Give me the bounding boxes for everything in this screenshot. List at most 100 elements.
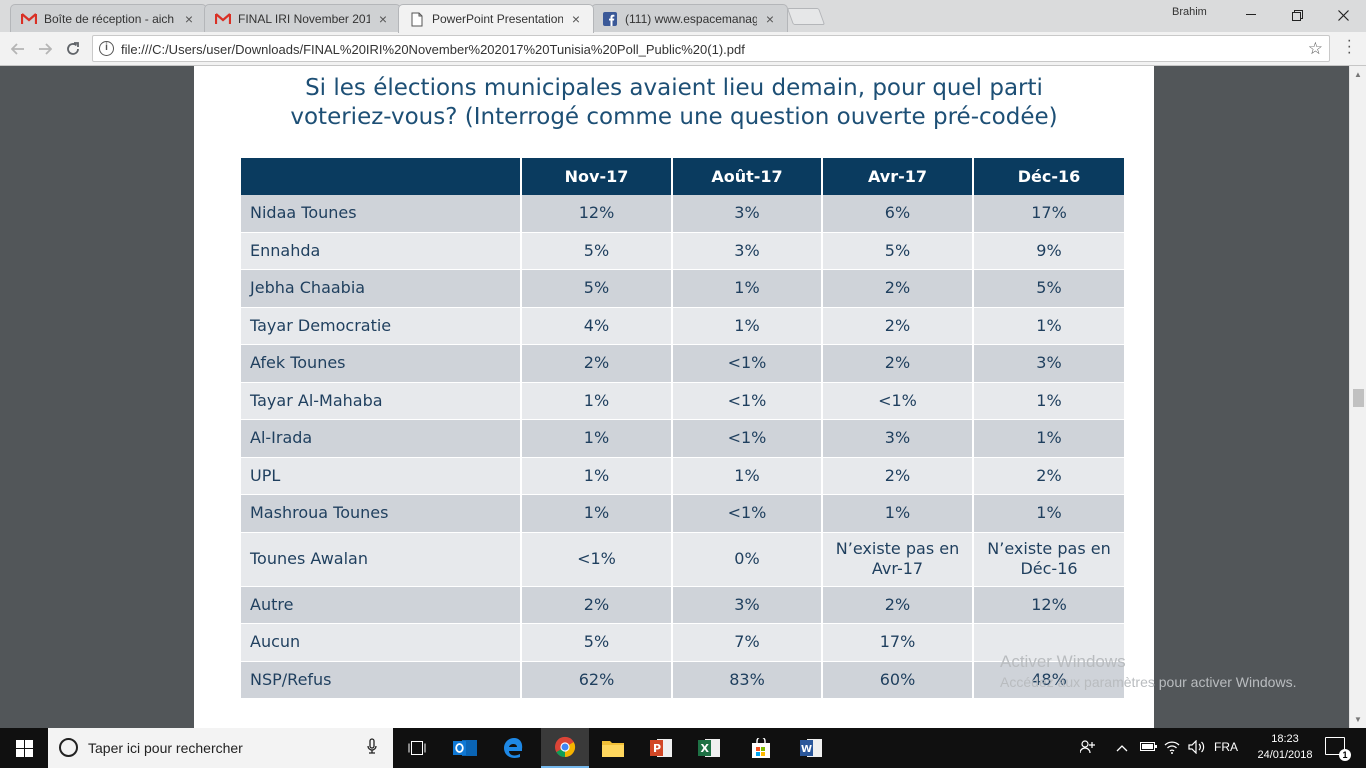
party-name-cell: Mashroua Tounes <box>241 495 522 533</box>
value-cell: 12% <box>974 586 1124 624</box>
tab-gmail-inbox[interactable]: Boîte de réception - aich × <box>10 4 207 32</box>
tab-gmail-final-iri[interactable]: FINAL IRI November 201 × <box>204 4 401 32</box>
input-language[interactable]: FRA <box>1214 740 1238 754</box>
value-cell: 1% <box>974 307 1124 345</box>
task-view-icon[interactable] <box>393 728 441 768</box>
people-icon[interactable] <box>1079 740 1096 757</box>
excel-icon[interactable]: X <box>685 728 733 768</box>
back-arrow-icon[interactable] <box>7 38 29 60</box>
value-cell: 2% <box>823 270 974 308</box>
bookmark-star-icon[interactable]: ☆ <box>1307 39 1323 58</box>
close-icon[interactable]: × <box>184 10 194 27</box>
value-cell: 2% <box>823 345 974 383</box>
value-cell: 3% <box>823 420 974 458</box>
column-header: Déc-16 <box>974 158 1124 195</box>
tab-powerpoint-presentation[interactable]: PowerPoint Presentation × <box>398 4 594 33</box>
value-cell: N’existe pas en Déc-16 <box>974 532 1124 587</box>
value-cell: 6% <box>823 195 974 233</box>
table-row: Aucun 5% 7% 17% <box>241 624 1124 662</box>
vertical-scrollbar[interactable]: ▲ ▼ <box>1349 66 1366 728</box>
restore-icon[interactable] <box>1274 0 1320 30</box>
table-row: Tayar Al-Mahaba 1% <1% <1% 1% <box>241 382 1124 420</box>
table-row: Ennahda 5% 3% 5% 9% <box>241 232 1124 270</box>
file-explorer-icon[interactable] <box>589 728 637 768</box>
address-bar[interactable]: i file:///C:/Users/user/Downloads/FINAL%… <box>92 35 1330 62</box>
scroll-down-arrow-icon[interactable]: ▼ <box>1354 715 1362 724</box>
value-cell: 5% <box>522 270 673 308</box>
reload-icon[interactable] <box>62 38 84 60</box>
value-cell: <1% <box>823 382 974 420</box>
close-icon[interactable]: × <box>571 11 581 27</box>
value-cell: 2% <box>823 307 974 345</box>
value-cell: 7% <box>673 624 823 662</box>
table-header-row: Nov-17 Août-17 Avr-17 Déc-16 <box>241 158 1124 195</box>
value-cell: 3% <box>673 195 823 233</box>
windows-start-button[interactable] <box>0 728 48 768</box>
profile-name[interactable]: Brahim <box>1172 6 1207 18</box>
tab-espacemanager[interactable]: (111) www.espacemanag × <box>591 4 788 32</box>
edge-icon[interactable] <box>489 728 537 768</box>
party-name-cell: UPL <box>241 457 522 495</box>
browser-toolbar: i file:///C:/Users/user/Downloads/FINAL%… <box>0 32 1366 66</box>
table-row: Tounes Awalan <1% 0% N’existe pas en Avr-17… <box>241 532 1124 587</box>
outlook-icon[interactable] <box>441 728 489 768</box>
tab-title: PowerPoint Presentation <box>432 12 563 26</box>
powerpoint-icon[interactable]: P <box>637 728 685 768</box>
value-cell: 1% <box>974 495 1124 533</box>
microphone-icon[interactable] <box>367 738 377 758</box>
slide-title-line2: voteriez-vous? (Interrogé comme une ques… <box>290 104 1058 130</box>
value-cell: 2% <box>974 457 1124 495</box>
value-cell: 17% <box>974 195 1124 233</box>
party-name-cell: Ennahda <box>241 232 522 270</box>
volume-icon[interactable] <box>1188 739 1206 757</box>
table-row: UPL 1% 1% 2% 2% <box>241 457 1124 495</box>
chevron-up-icon[interactable] <box>1116 740 1128 755</box>
browser-tabstrip: Boîte de réception - aich × FINAL IRI No… <box>0 0 1366 33</box>
value-cell: <1% <box>673 345 823 383</box>
info-icon[interactable]: i <box>99 41 114 56</box>
menu-dots-icon[interactable]: · · · <box>1346 32 1352 61</box>
poll-results-table: Nov-17 Août-17 Avr-17 Déc-16 Nidaa Toune… <box>241 158 1124 699</box>
store-icon[interactable] <box>737 728 785 768</box>
watermark-subtitle: Accédez aux paramètres pour activer Wind… <box>1000 674 1297 690</box>
forward-arrow-icon[interactable] <box>34 38 56 60</box>
value-cell: 2% <box>522 586 673 624</box>
watermark-title: Activer Windows <box>1000 652 1126 671</box>
value-cell: 62% <box>522 661 673 699</box>
scroll-up-arrow-icon[interactable]: ▲ <box>1354 70 1362 79</box>
clock-date: 24/01/2018 <box>1257 749 1313 761</box>
table-row: Mashroua Tounes 1% <1% 1% 1% <box>241 495 1124 533</box>
svg-text:X: X <box>701 742 710 755</box>
activate-windows-watermark: Activer Windows Accédez aux paramètres p… <box>1000 652 1296 690</box>
action-center-icon[interactable]: 1 <box>1325 737 1351 761</box>
close-icon[interactable]: × <box>378 10 388 27</box>
battery-icon[interactable] <box>1140 740 1158 755</box>
value-cell: 5% <box>522 624 673 662</box>
taskbar-clock[interactable]: 18:23 24/01/2018 <box>1250 731 1320 763</box>
column-header <box>241 158 522 195</box>
value-cell: 3% <box>673 586 823 624</box>
value-cell: 2% <box>522 345 673 383</box>
party-name-cell: Tayar Democratie <box>241 307 522 345</box>
value-cell: 1% <box>974 382 1124 420</box>
party-name-cell: Al-Irada <box>241 420 522 458</box>
value-cell: 9% <box>974 232 1124 270</box>
close-icon[interactable]: × <box>765 10 775 27</box>
new-tab-button[interactable] <box>786 8 826 25</box>
scrollbar-thumb[interactable] <box>1353 389 1364 407</box>
taskbar-search-box[interactable]: Taper ici pour rechercher <box>48 728 393 768</box>
value-cell: 5% <box>974 270 1124 308</box>
party-name-cell: Afek Tounes <box>241 345 522 383</box>
chrome-icon[interactable] <box>541 728 589 768</box>
wifi-icon[interactable] <box>1164 740 1180 757</box>
close-window-icon[interactable] <box>1320 0 1366 30</box>
minimize-icon[interactable] <box>1228 0 1274 30</box>
tab-title: Boîte de réception - aich <box>44 11 175 26</box>
table-row: Al-Irada 1% <1% 3% 1% <box>241 420 1124 458</box>
value-cell: 1% <box>522 457 673 495</box>
value-cell: 0% <box>673 532 823 587</box>
value-cell: 2% <box>823 457 974 495</box>
word-icon[interactable]: W <box>787 728 835 768</box>
party-name-cell: Nidaa Tounes <box>241 195 522 233</box>
url-text[interactable]: file:///C:/Users/user/Downloads/FINAL%20… <box>121 42 745 57</box>
